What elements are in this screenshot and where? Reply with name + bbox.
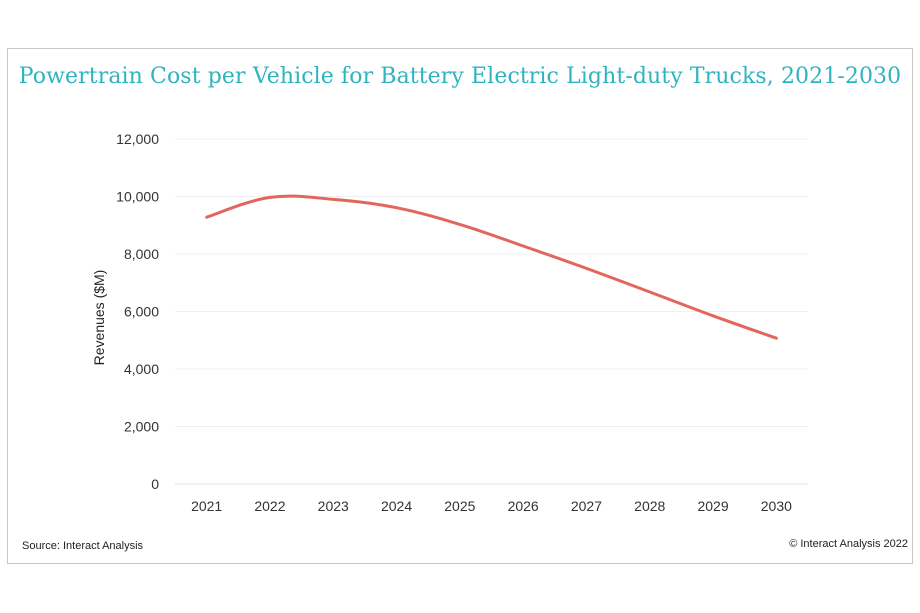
x-axis-ticks: 2021 2022 2023 2024 2025 2026 2027 2028 2029 2030 (191, 498, 792, 514)
series-line (205, 194, 778, 340)
chart-title: Powertrain Cost per Vehicle for Battery … (18, 64, 902, 89)
y-tick-label: 4,000 (124, 361, 159, 377)
x-tick-label: 2029 (697, 498, 728, 514)
x-tick-label: 2021 (191, 498, 222, 514)
y-tick-label: 12,000 (116, 131, 159, 147)
x-tick-label: 2028 (634, 498, 665, 514)
chart-frame (7, 48, 913, 564)
x-tick-label: 2025 (444, 498, 475, 514)
series-layer (205, 194, 778, 340)
x-tick-label: 2027 (571, 498, 602, 514)
y-tick-label: 8,000 (124, 246, 159, 262)
x-tick-label: 2023 (318, 498, 349, 514)
x-tick-label: 2022 (254, 498, 285, 514)
y-tick-label: 0 (151, 476, 159, 492)
x-tick-label: 2024 (381, 498, 412, 514)
y-axis-ticks: 0 2,000 4,000 6,000 8,000 10,000 12,000 (116, 131, 159, 492)
x-tick-label: 2026 (508, 498, 539, 514)
x-tick-label: 2030 (761, 498, 792, 514)
source-note: Source: Interact Analysis (22, 540, 144, 552)
gridlines (175, 138, 808, 485)
copyright-note: © Interact Analysis 2022 (789, 538, 908, 550)
y-tick-label: 10,000 (116, 189, 159, 205)
y-axis-label: Revenues ($M) (91, 270, 107, 366)
y-tick-label: 6,000 (124, 304, 159, 320)
y-tick-label: 2,000 (124, 419, 159, 435)
